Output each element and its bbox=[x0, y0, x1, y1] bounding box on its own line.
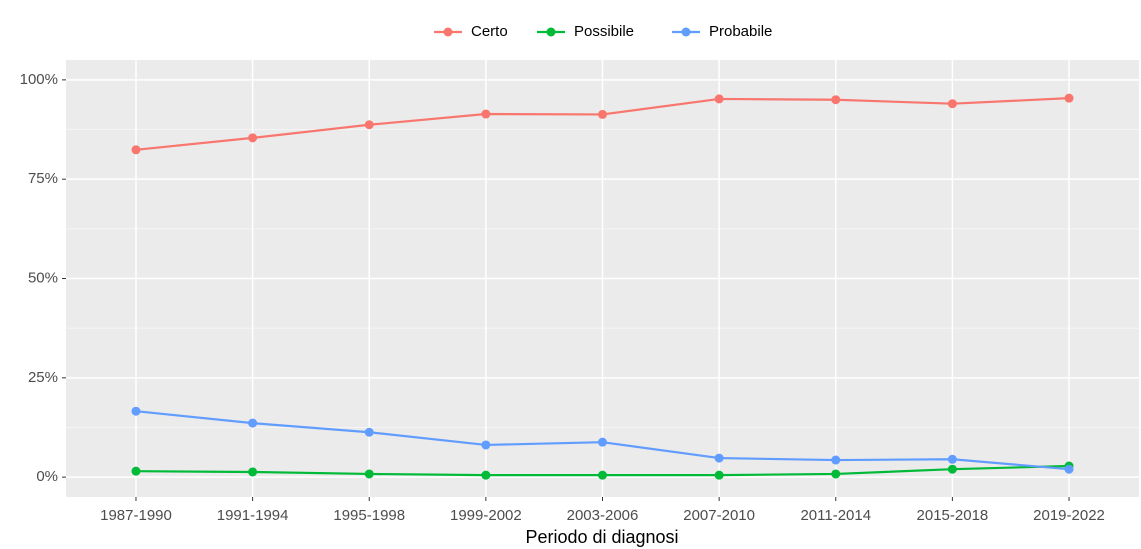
point bbox=[831, 95, 841, 105]
point bbox=[481, 470, 491, 480]
point bbox=[598, 109, 607, 119]
point bbox=[714, 470, 724, 480]
legend-point bbox=[443, 27, 453, 37]
point bbox=[131, 466, 141, 476]
legend-label: Probabile bbox=[709, 23, 772, 40]
x-tick-label: 1987-1990 bbox=[100, 507, 172, 524]
x-tick-label: 2003-2006 bbox=[567, 507, 639, 524]
legend-point bbox=[546, 27, 556, 37]
y-tick-label: 25% bbox=[28, 369, 58, 386]
x-tick-label: 2019-2022 bbox=[1033, 507, 1105, 524]
y-tick-label: 50% bbox=[28, 269, 58, 286]
point bbox=[364, 427, 374, 437]
legend-point bbox=[681, 27, 691, 37]
point bbox=[947, 454, 957, 464]
point bbox=[248, 133, 258, 143]
point bbox=[481, 440, 491, 450]
x-tick-label: 1991-1994 bbox=[217, 507, 289, 524]
point bbox=[831, 469, 841, 479]
point bbox=[131, 406, 141, 416]
point bbox=[481, 109, 491, 119]
point bbox=[248, 467, 258, 477]
point bbox=[248, 418, 258, 428]
point bbox=[1064, 464, 1074, 474]
x-tick-label: 1995-1998 bbox=[333, 507, 405, 524]
x-axis-title: Periodo di diagnosi bbox=[525, 527, 678, 547]
point bbox=[947, 464, 957, 474]
point bbox=[131, 145, 141, 155]
point bbox=[714, 94, 724, 104]
point bbox=[1064, 93, 1074, 103]
point bbox=[598, 470, 607, 480]
point bbox=[364, 120, 374, 130]
x-tick-label: 2011-2014 bbox=[800, 507, 871, 524]
x-tick-label: 2015-2018 bbox=[917, 507, 989, 524]
point bbox=[947, 99, 957, 109]
point bbox=[714, 453, 724, 463]
y-tick-label: 75% bbox=[28, 170, 58, 187]
legend-label: Possibile bbox=[574, 23, 634, 40]
x-tick-label: 2007-2010 bbox=[683, 507, 755, 524]
point bbox=[364, 469, 374, 479]
point bbox=[831, 455, 841, 465]
point bbox=[598, 437, 607, 447]
y-tick-label: 100% bbox=[20, 71, 58, 88]
y-tick-label: 0% bbox=[36, 468, 58, 485]
legend-label: Certo bbox=[471, 23, 508, 40]
x-tick-label: 1999-2002 bbox=[450, 507, 522, 524]
